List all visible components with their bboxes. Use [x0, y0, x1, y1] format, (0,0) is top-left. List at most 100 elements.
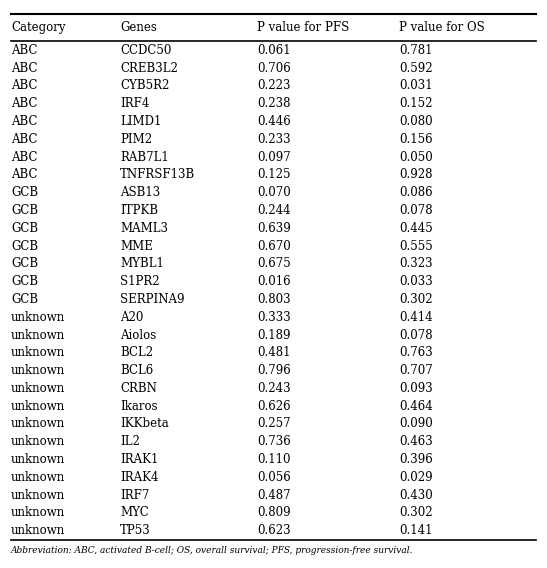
- Text: Aiolos: Aiolos: [120, 328, 156, 341]
- Text: 0.125: 0.125: [257, 168, 290, 181]
- Text: 0.626: 0.626: [257, 400, 290, 413]
- Text: 0.233: 0.233: [257, 133, 290, 146]
- Text: 0.189: 0.189: [257, 328, 290, 341]
- Text: BCL2: BCL2: [120, 346, 154, 360]
- Text: 0.464: 0.464: [399, 400, 433, 413]
- Text: unknown: unknown: [11, 417, 65, 431]
- Text: IRAK4: IRAK4: [120, 471, 159, 484]
- Text: ABC: ABC: [11, 133, 37, 146]
- Text: 0.086: 0.086: [399, 186, 433, 199]
- Text: 0.707: 0.707: [399, 364, 433, 377]
- Text: 0.396: 0.396: [399, 453, 433, 466]
- Text: 0.257: 0.257: [257, 417, 290, 431]
- Text: ABC: ABC: [11, 80, 37, 93]
- Text: 0.056: 0.056: [257, 471, 291, 484]
- Text: GCB: GCB: [11, 293, 38, 306]
- Text: Ikaros: Ikaros: [120, 400, 158, 413]
- Text: 0.481: 0.481: [257, 346, 290, 360]
- Text: CREB3L2: CREB3L2: [120, 62, 178, 74]
- Text: 0.670: 0.670: [257, 240, 291, 253]
- Text: SERPINA9: SERPINA9: [120, 293, 185, 306]
- Text: CCDC50: CCDC50: [120, 44, 172, 57]
- Text: 0.141: 0.141: [399, 524, 433, 537]
- Text: CRBN: CRBN: [120, 382, 157, 395]
- Text: 0.090: 0.090: [399, 417, 433, 431]
- Text: 0.623: 0.623: [257, 524, 290, 537]
- Text: ABC: ABC: [11, 115, 37, 128]
- Text: ABC: ABC: [11, 44, 37, 57]
- Text: ITPKB: ITPKB: [120, 204, 159, 217]
- Text: 0.487: 0.487: [257, 488, 290, 502]
- Text: GCB: GCB: [11, 257, 38, 270]
- Text: 0.223: 0.223: [257, 80, 290, 93]
- Text: unknown: unknown: [11, 311, 65, 324]
- Text: unknown: unknown: [11, 524, 65, 537]
- Text: unknown: unknown: [11, 364, 65, 377]
- Text: 0.031: 0.031: [399, 80, 433, 93]
- Text: unknown: unknown: [11, 328, 65, 341]
- Text: 0.243: 0.243: [257, 382, 290, 395]
- Text: P value for PFS: P value for PFS: [257, 22, 350, 34]
- Text: 0.078: 0.078: [399, 204, 433, 217]
- Text: Abbreviation: ABC, activated B-cell; OS, overall survival; PFS, progression-free: Abbreviation: ABC, activated B-cell; OS,…: [11, 546, 414, 556]
- Text: 0.070: 0.070: [257, 186, 291, 199]
- Text: 0.244: 0.244: [257, 204, 290, 217]
- Text: 0.078: 0.078: [399, 328, 433, 341]
- Text: IRAK1: IRAK1: [120, 453, 159, 466]
- Text: 0.809: 0.809: [257, 507, 290, 519]
- Text: RAB7L1: RAB7L1: [120, 151, 169, 164]
- Text: ABC: ABC: [11, 151, 37, 164]
- Text: 0.238: 0.238: [257, 97, 290, 110]
- Text: 0.016: 0.016: [257, 275, 290, 288]
- Text: MYBL1: MYBL1: [120, 257, 164, 270]
- Text: 0.928: 0.928: [399, 168, 433, 181]
- Text: 0.302: 0.302: [399, 507, 433, 519]
- Text: ABC: ABC: [11, 97, 37, 110]
- Text: 0.061: 0.061: [257, 44, 290, 57]
- Text: MME: MME: [120, 240, 153, 253]
- Text: 0.781: 0.781: [399, 44, 433, 57]
- Text: Category: Category: [11, 22, 66, 34]
- Text: 0.796: 0.796: [257, 364, 291, 377]
- Text: unknown: unknown: [11, 346, 65, 360]
- Text: GCB: GCB: [11, 240, 38, 253]
- Text: BCL6: BCL6: [120, 364, 154, 377]
- Text: 0.110: 0.110: [257, 453, 290, 466]
- Text: A20: A20: [120, 311, 144, 324]
- Text: S1PR2: S1PR2: [120, 275, 160, 288]
- Text: 0.050: 0.050: [399, 151, 433, 164]
- Text: 0.333: 0.333: [257, 311, 291, 324]
- Text: unknown: unknown: [11, 507, 65, 519]
- Text: 0.152: 0.152: [399, 97, 433, 110]
- Text: P value for OS: P value for OS: [399, 22, 485, 34]
- Text: IKKbeta: IKKbeta: [120, 417, 169, 431]
- Text: 0.080: 0.080: [399, 115, 433, 128]
- Text: 0.430: 0.430: [399, 488, 433, 502]
- Text: 0.639: 0.639: [257, 222, 291, 235]
- Text: MYC: MYC: [120, 507, 149, 519]
- Text: TP53: TP53: [120, 524, 151, 537]
- Text: CYB5R2: CYB5R2: [120, 80, 170, 93]
- Text: LIMD1: LIMD1: [120, 115, 162, 128]
- Text: 0.592: 0.592: [399, 62, 433, 74]
- Text: ABC: ABC: [11, 168, 37, 181]
- Text: 0.093: 0.093: [399, 382, 433, 395]
- Text: 0.414: 0.414: [399, 311, 433, 324]
- Text: TNFRSF13B: TNFRSF13B: [120, 168, 196, 181]
- Text: 0.803: 0.803: [257, 293, 290, 306]
- Text: unknown: unknown: [11, 382, 65, 395]
- Text: GCB: GCB: [11, 222, 38, 235]
- Text: unknown: unknown: [11, 453, 65, 466]
- Text: 0.033: 0.033: [399, 275, 433, 288]
- Text: 0.156: 0.156: [399, 133, 433, 146]
- Text: ASB13: ASB13: [120, 186, 161, 199]
- Text: 0.706: 0.706: [257, 62, 291, 74]
- Text: 0.445: 0.445: [399, 222, 433, 235]
- Text: 0.302: 0.302: [399, 293, 433, 306]
- Text: 0.763: 0.763: [399, 346, 433, 360]
- Text: IRF7: IRF7: [120, 488, 150, 502]
- Text: 0.029: 0.029: [399, 471, 433, 484]
- Text: IRF4: IRF4: [120, 97, 150, 110]
- Text: 0.323: 0.323: [399, 257, 433, 270]
- Text: IL2: IL2: [120, 435, 140, 448]
